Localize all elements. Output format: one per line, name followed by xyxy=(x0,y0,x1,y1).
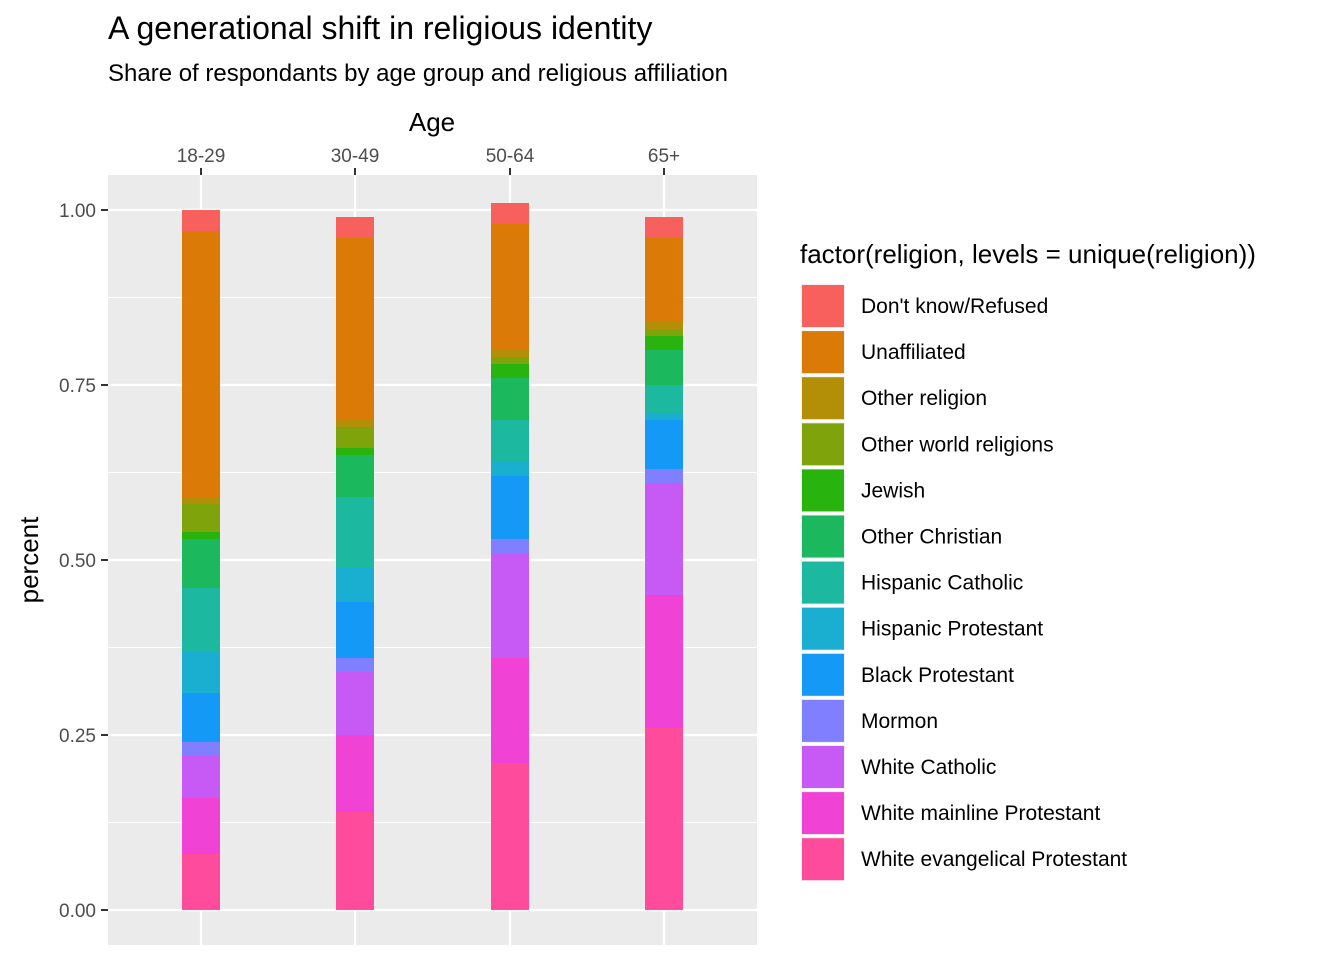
bar-segment xyxy=(645,238,683,322)
bar-segment xyxy=(645,217,683,238)
legend-swatch xyxy=(802,331,844,374)
bar-segment xyxy=(645,385,683,413)
bar-segment xyxy=(182,693,220,742)
bar-segment xyxy=(491,357,529,364)
bar-segment xyxy=(491,364,529,378)
bar-segment xyxy=(336,217,374,238)
bar-segment xyxy=(336,567,374,602)
y-tick-label: 0.75 xyxy=(59,376,96,397)
legend-label: Unaffiliated xyxy=(861,341,966,364)
legend-swatch xyxy=(802,792,844,835)
legend-label: Hispanic Catholic xyxy=(861,572,1023,595)
x-tick-label: 30-49 xyxy=(331,146,380,167)
x-tick-label: 18-29 xyxy=(177,146,226,167)
x-axis-title: Age xyxy=(409,107,455,137)
x-tick-label: 65+ xyxy=(648,146,680,167)
bar-segment xyxy=(182,497,220,504)
chart-subtitle: Share of respondants by age group and re… xyxy=(108,60,728,87)
bar-segment xyxy=(336,735,374,812)
legend-title: factor(religion, levels = unique(religio… xyxy=(800,239,1256,269)
bar-segment xyxy=(336,658,374,672)
legend-swatch xyxy=(802,515,844,558)
bar-segment xyxy=(491,539,529,553)
legend-swatch xyxy=(802,469,844,512)
bar-segment xyxy=(645,728,683,910)
legend-swatch xyxy=(802,377,844,420)
bar-segment xyxy=(491,350,529,357)
legend-swatch xyxy=(802,653,844,696)
bar-segment xyxy=(645,350,683,385)
bar-segment xyxy=(645,483,683,595)
chart-title: A generational shift in religious identi… xyxy=(108,10,653,46)
legend-swatch xyxy=(802,423,844,466)
legend-label: White mainline Protestant xyxy=(861,802,1100,825)
legend-label: Black Protestant xyxy=(861,664,1014,687)
legend-swatch xyxy=(802,285,844,327)
bar-segment xyxy=(491,763,529,910)
bar-segment xyxy=(336,448,374,455)
bar-segment xyxy=(645,336,683,350)
bar-segment xyxy=(491,658,529,763)
legend-label: Other religion xyxy=(861,387,987,410)
bar-segment xyxy=(336,238,374,420)
legend-label: Other world religions xyxy=(861,433,1054,456)
bar-segment xyxy=(645,420,683,469)
x-tick-label: 50-64 xyxy=(486,146,535,167)
bar-segment xyxy=(491,553,529,658)
bar-segment xyxy=(182,532,220,539)
bar-segment xyxy=(182,854,220,910)
bar-segment xyxy=(491,462,529,476)
bar-segment xyxy=(645,322,683,329)
legend-swatch xyxy=(802,746,844,788)
bar-segment xyxy=(491,203,529,224)
legend-label: Jewish xyxy=(861,479,925,502)
bar-segment xyxy=(182,588,220,651)
bar-segment xyxy=(491,420,529,462)
legend-swatch xyxy=(802,561,844,604)
y-axis-title: percent xyxy=(14,516,44,603)
bar-segment xyxy=(182,742,220,756)
bar-segment xyxy=(182,210,220,231)
bar-segment xyxy=(336,455,374,497)
bar-segment xyxy=(336,497,374,567)
bar-segment xyxy=(336,602,374,658)
bar-segment xyxy=(645,413,683,420)
bar-segment xyxy=(336,672,374,735)
legend-swatch xyxy=(802,607,844,650)
y-tick-label: 0.50 xyxy=(59,551,96,572)
legend-label: Mormon xyxy=(861,710,938,733)
bar-segment xyxy=(645,595,683,728)
legend-label: White evangelical Protestant xyxy=(861,848,1127,871)
legend: Don't know/Refused Unaffiliated Other reli… xyxy=(801,284,1127,882)
y-tick-label: 0.00 xyxy=(59,901,96,922)
bar-segment xyxy=(645,329,683,336)
bar-segment xyxy=(182,539,220,588)
legend-label: Don't know/Refused xyxy=(861,295,1048,318)
legend-swatch xyxy=(802,699,844,742)
bar-segment xyxy=(336,812,374,910)
legend-label: White Catholic xyxy=(861,756,996,779)
bar-segment xyxy=(491,378,529,420)
legend-label: Hispanic Protestant xyxy=(861,618,1043,641)
bar-segment xyxy=(336,420,374,427)
bar-segment xyxy=(336,427,374,448)
plot-area: 0.00 0.25 0.50 0.75 1.00 18-29 30-49 50-64 65+ xyxy=(59,146,757,945)
legend-label: Other Christian xyxy=(861,526,1002,549)
bar-segment xyxy=(182,231,220,497)
bar-segment xyxy=(182,756,220,798)
bar-segment xyxy=(182,798,220,854)
y-tick-label: 1.00 xyxy=(59,201,96,222)
bar-segment xyxy=(182,504,220,532)
y-tick-label: 0.25 xyxy=(59,726,96,747)
legend-swatch xyxy=(802,838,844,881)
bar-segment xyxy=(491,476,529,539)
bar-segment xyxy=(182,651,220,693)
bar-segment xyxy=(645,469,683,483)
bar-segment xyxy=(491,224,529,350)
